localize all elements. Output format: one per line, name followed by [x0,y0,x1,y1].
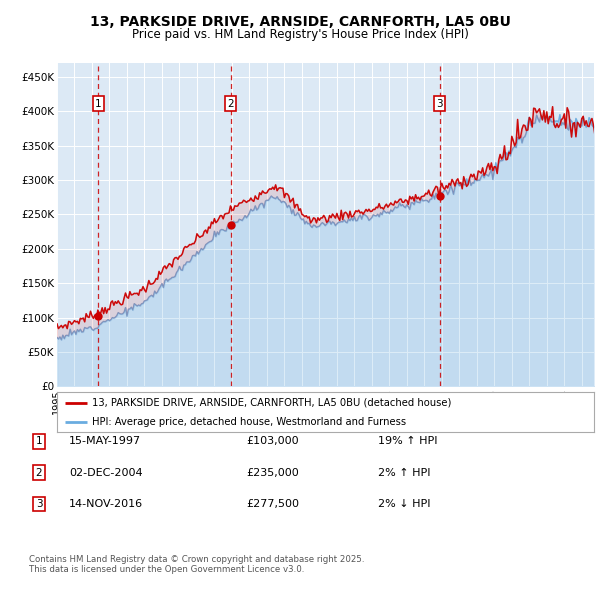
Text: Price paid vs. HM Land Registry's House Price Index (HPI): Price paid vs. HM Land Registry's House … [131,28,469,41]
Text: 1: 1 [95,99,102,109]
Text: 19% ↑ HPI: 19% ↑ HPI [378,437,437,446]
Text: £235,000: £235,000 [246,468,299,477]
Text: 2% ↑ HPI: 2% ↑ HPI [378,468,431,477]
Text: 2: 2 [35,468,43,477]
Text: HPI: Average price, detached house, Westmorland and Furness: HPI: Average price, detached house, West… [92,417,406,427]
Text: 13, PARKSIDE DRIVE, ARNSIDE, CARNFORTH, LA5 0BU (detached house): 13, PARKSIDE DRIVE, ARNSIDE, CARNFORTH, … [92,398,451,408]
Text: 3: 3 [35,499,43,509]
Text: £277,500: £277,500 [246,499,299,509]
Text: 2: 2 [227,99,234,109]
Text: Contains HM Land Registry data © Crown copyright and database right 2025.
This d: Contains HM Land Registry data © Crown c… [29,555,364,574]
Text: 02-DEC-2004: 02-DEC-2004 [69,468,143,477]
Text: £103,000: £103,000 [246,437,299,446]
Text: 14-NOV-2016: 14-NOV-2016 [69,499,143,509]
Text: 3: 3 [436,99,443,109]
Text: 1: 1 [35,437,43,446]
Text: 13, PARKSIDE DRIVE, ARNSIDE, CARNFORTH, LA5 0BU: 13, PARKSIDE DRIVE, ARNSIDE, CARNFORTH, … [89,15,511,30]
Text: 15-MAY-1997: 15-MAY-1997 [69,437,141,446]
Text: 2% ↓ HPI: 2% ↓ HPI [378,499,431,509]
